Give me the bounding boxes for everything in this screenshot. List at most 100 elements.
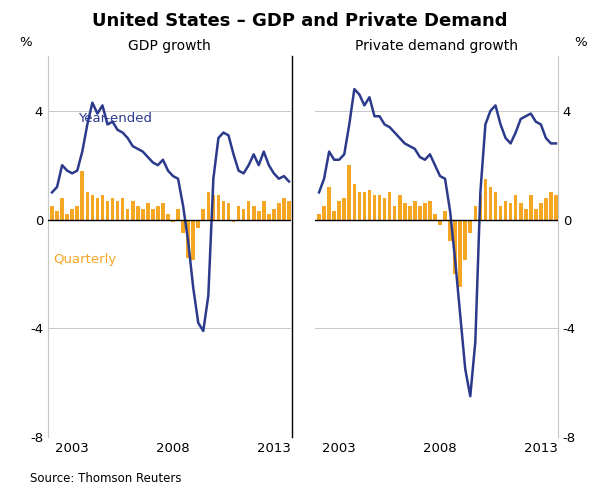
Bar (408, 206, 412, 219)
Bar (126, 209, 130, 219)
Bar (50, 206, 54, 219)
Bar (433, 214, 437, 219)
Bar (362, 192, 366, 219)
Bar (151, 209, 155, 219)
Title: GDP growth: GDP growth (128, 38, 211, 53)
Bar (95, 198, 99, 219)
Text: Source: Thomson Reuters: Source: Thomson Reuters (30, 472, 182, 485)
Bar (499, 206, 502, 219)
Bar (242, 209, 245, 219)
Bar (217, 195, 220, 219)
Text: Quarterly: Quarterly (53, 253, 116, 266)
Bar (448, 219, 452, 241)
Bar (328, 187, 331, 219)
Bar (317, 214, 321, 219)
Text: Year-ended: Year-ended (78, 111, 152, 125)
Bar (86, 192, 89, 219)
Bar (252, 206, 256, 219)
Bar (136, 206, 140, 219)
Bar (121, 198, 124, 219)
Bar (237, 206, 241, 219)
Bar (91, 195, 94, 219)
Bar (524, 209, 527, 219)
Bar (76, 206, 79, 219)
Bar (443, 212, 447, 219)
Bar (534, 209, 538, 219)
Bar (196, 219, 200, 228)
Bar (116, 200, 119, 219)
Bar (358, 192, 361, 219)
Bar (181, 219, 185, 233)
Bar (146, 203, 149, 219)
Bar (156, 206, 160, 219)
Bar (488, 187, 492, 219)
Bar (101, 195, 104, 219)
Bar (55, 212, 59, 219)
Bar (353, 184, 356, 219)
Bar (388, 192, 391, 219)
Bar (343, 198, 346, 219)
Bar (383, 198, 386, 219)
Bar (539, 203, 542, 219)
Bar (347, 165, 351, 219)
Bar (106, 200, 109, 219)
Bar (206, 192, 210, 219)
Bar (398, 195, 401, 219)
Bar (111, 198, 115, 219)
Bar (187, 219, 190, 258)
Bar (141, 209, 145, 219)
Bar (171, 219, 175, 222)
Bar (262, 200, 266, 219)
Bar (191, 219, 195, 260)
Title: Private demand growth: Private demand growth (355, 38, 518, 53)
Text: %: % (19, 36, 31, 49)
Bar (373, 195, 376, 219)
Bar (509, 203, 512, 219)
Bar (554, 195, 558, 219)
Bar (161, 203, 165, 219)
Bar (544, 198, 548, 219)
Bar (212, 195, 215, 219)
Text: %: % (575, 36, 587, 49)
Bar (463, 219, 467, 260)
Bar (519, 203, 523, 219)
Bar (232, 219, 235, 222)
Bar (458, 219, 462, 288)
Bar (469, 219, 472, 233)
Bar (438, 219, 442, 225)
Bar (202, 209, 205, 219)
Bar (257, 212, 260, 219)
Bar (514, 195, 517, 219)
Bar (61, 198, 64, 219)
Bar (65, 214, 69, 219)
Bar (282, 198, 286, 219)
Bar (287, 200, 291, 219)
Bar (80, 170, 84, 219)
Bar (479, 195, 482, 219)
Bar (393, 206, 397, 219)
Bar (131, 200, 134, 219)
Bar (332, 212, 336, 219)
Bar (272, 209, 275, 219)
Bar (418, 206, 422, 219)
Bar (267, 214, 271, 219)
Bar (337, 200, 341, 219)
Bar (277, 203, 281, 219)
Bar (473, 206, 477, 219)
Bar (70, 209, 74, 219)
Text: United States – GDP and Private Demand: United States – GDP and Private Demand (92, 12, 508, 30)
Bar (494, 192, 497, 219)
Bar (428, 200, 432, 219)
Bar (247, 200, 250, 219)
Bar (166, 214, 170, 219)
Bar (549, 192, 553, 219)
Bar (504, 200, 508, 219)
Bar (176, 209, 180, 219)
Bar (378, 195, 382, 219)
Bar (403, 203, 407, 219)
Bar (322, 206, 326, 219)
Bar (423, 203, 427, 219)
Bar (484, 179, 487, 219)
Bar (227, 203, 230, 219)
Bar (454, 219, 457, 274)
